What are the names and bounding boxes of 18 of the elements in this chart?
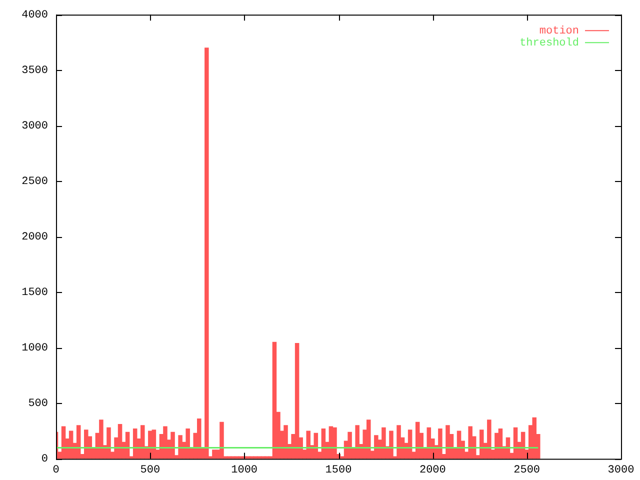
y-tick-label: 500 — [28, 398, 48, 410]
x-tick-label: 0 — [52, 464, 60, 476]
y-tick-label: 0 — [41, 454, 48, 466]
y-tick-label: 1000 — [22, 342, 48, 355]
y-tick-label: 2500 — [22, 176, 48, 188]
y-tick-label: 3500 — [22, 65, 48, 78]
legend-label: motion — [539, 26, 579, 38]
x-tick-label: 1500 — [325, 464, 352, 476]
y-tick-label: 2000 — [22, 232, 48, 244]
x-tick-label: 1000 — [231, 464, 258, 476]
y-tick-label: 4000 — [22, 10, 48, 22]
x-tick-label: 3000 — [608, 464, 634, 476]
x-tick-label: 2000 — [419, 464, 446, 476]
x-tick-label: 2500 — [514, 464, 540, 476]
legend-label: threshold — [520, 38, 579, 50]
y-tick-label: 3000 — [22, 120, 48, 133]
x-tick-label: 500 — [140, 464, 160, 476]
y-tick-label: 1500 — [22, 287, 48, 300]
